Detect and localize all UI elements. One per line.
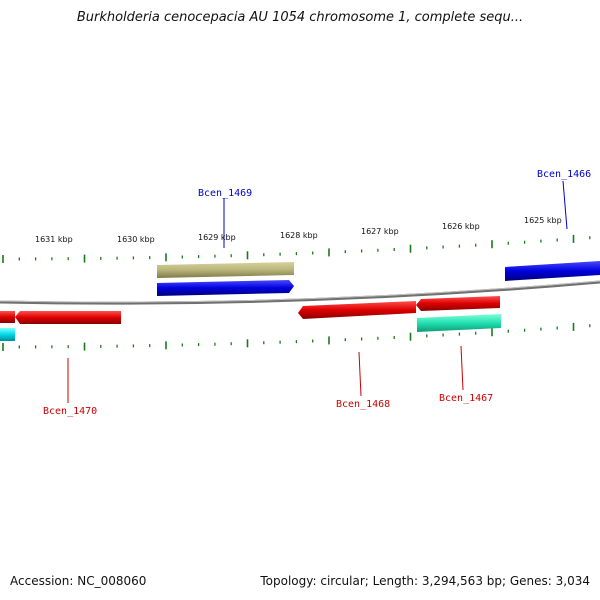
gene-bcen-1470-a[interactable] [0, 311, 15, 323]
lower-ruler-ticks [2, 322, 591, 351]
gene-bcen-1466[interactable] [505, 261, 600, 281]
gene-label-bcen-1470[interactable]: Bcen_1470 [43, 406, 97, 417]
ruler-label: 1626 kbp [442, 222, 480, 231]
gene-label-bcen-1467[interactable]: Bcen_1467 [439, 393, 493, 404]
feature-cyan[interactable] [0, 328, 15, 341]
gene-bcen-1470[interactable] [15, 311, 121, 324]
chromosome-backbone-highlight [0, 280, 600, 303]
label-leader [562, 180, 568, 230]
genome-summary-text: Topology: circular; Length: 3,294,563 bp… [260, 574, 590, 588]
upper-ruler-ticks [2, 234, 591, 263]
ruler-label: 1627 kbp [361, 227, 399, 236]
ruler-label: 1628 kbp [280, 231, 318, 240]
ruler-label: 1631 kbp [35, 235, 73, 244]
map-title: Burkholderia cenocepacia AU 1054 chromos… [76, 10, 524, 25]
chromosome-backbone [0, 280, 600, 305]
label-leader [460, 345, 464, 391]
ruler-label: 1629 kbp [198, 233, 236, 242]
gene-label-bcen-1468[interactable]: Bcen_1468 [336, 399, 390, 410]
gene-label-bcen-1469[interactable]: Bcen_1469 [198, 188, 252, 199]
ruler-label: 1625 kbp [524, 216, 562, 225]
gene-bcen-1469[interactable] [157, 280, 294, 296]
gene-bcen-1467[interactable] [416, 296, 500, 311]
accession-text: Accession: NC_008060 [10, 574, 147, 588]
label-leader [358, 351, 362, 397]
gene-label-bcen-1466[interactable]: Bcen_1466 [537, 169, 591, 180]
feature-teal[interactable] [417, 314, 501, 332]
gene-bcen-1468[interactable] [298, 301, 416, 319]
feature-olive[interactable] [157, 262, 294, 278]
ruler-label: 1630 kbp [117, 235, 155, 244]
